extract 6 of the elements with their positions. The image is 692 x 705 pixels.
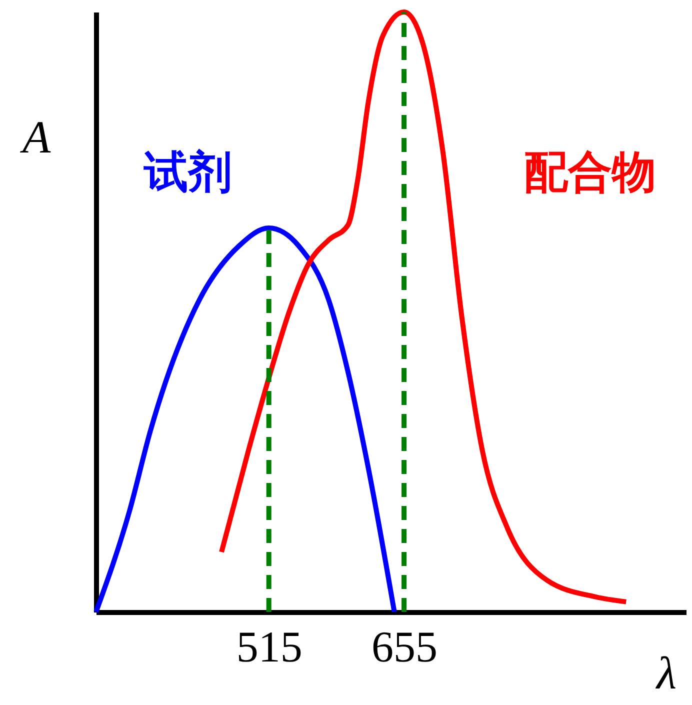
x-axis-title: λ bbox=[654, 648, 676, 698]
x-tick-label: 655 bbox=[372, 622, 438, 672]
x-tick-label: 515 bbox=[236, 622, 302, 672]
series-label: 试剂 bbox=[143, 147, 232, 198]
y-axis-title: A bbox=[19, 112, 52, 162]
series-label: 配合物 bbox=[524, 147, 656, 198]
